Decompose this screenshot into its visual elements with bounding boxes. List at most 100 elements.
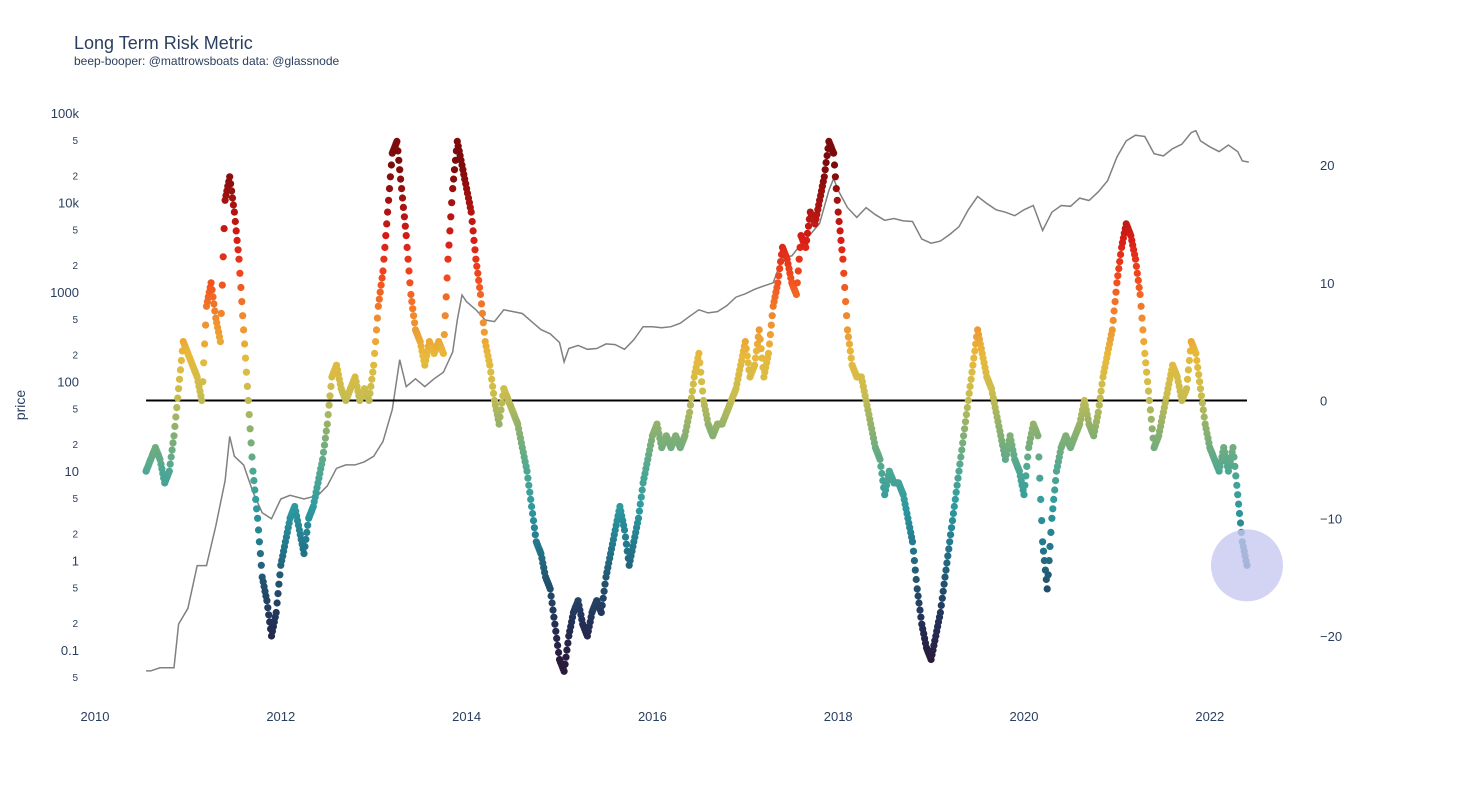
risk-point: [686, 408, 694, 416]
risk-point-interp: [804, 222, 813, 230]
y2-tick-label: 10: [1320, 276, 1334, 291]
risk-point: [370, 361, 378, 369]
y-minor-tick-label: 5: [72, 494, 78, 505]
risk-point: [393, 137, 401, 145]
plot-area: [142, 129, 1283, 675]
risk-point-interp: [489, 382, 497, 390]
risk-point-interp: [443, 274, 451, 282]
risk-point-interp: [697, 368, 705, 376]
risk-point-interp: [373, 314, 381, 322]
risk-point-interp: [441, 312, 449, 320]
risk-point: [1136, 290, 1144, 299]
risk-point-interp: [1195, 371, 1203, 379]
risk-points: [142, 137, 1251, 675]
risk-point-interp: [777, 258, 785, 266]
chart-subtitle: beep-booper: @mattrowsboats data: @glass…: [74, 54, 340, 68]
risk-point: [560, 667, 568, 675]
risk-point-interp: [947, 524, 956, 532]
risk-point: [240, 326, 248, 334]
risk-point-interp: [878, 469, 886, 478]
risk-point-interp: [324, 411, 332, 419]
risk-point-interp: [176, 366, 185, 374]
x-tick-label: 2022: [1195, 709, 1224, 724]
risk-point-interp: [498, 399, 506, 407]
risk-point: [1234, 491, 1242, 499]
risk-point-interp: [237, 283, 245, 292]
risk-point-interp: [229, 201, 237, 209]
risk-point: [950, 502, 958, 511]
risk-point: [235, 255, 243, 263]
y2-tick-label: 0: [1320, 394, 1327, 409]
risk-point-interp: [776, 265, 784, 273]
risk-point: [476, 290, 485, 299]
risk-point-interp: [835, 217, 843, 226]
risk-point: [439, 349, 447, 357]
risk-point-interp: [238, 298, 246, 306]
x-tick-label: 2010: [81, 709, 110, 724]
risk-point-interp: [246, 425, 254, 433]
risk-point-interp: [445, 241, 453, 249]
highlight-marker[interactable]: [1210, 529, 1283, 602]
risk-point-interp: [942, 566, 950, 574]
risk-point-interp: [553, 634, 561, 643]
risk-point: [365, 396, 373, 405]
risk-point: [165, 467, 173, 475]
risk-point: [384, 208, 392, 216]
risk-point-interp: [475, 276, 483, 284]
y-minor-tick-label: 2: [72, 440, 78, 451]
risk-point-interp: [830, 161, 839, 169]
risk-point-interp: [938, 594, 946, 602]
risk-point: [774, 279, 782, 287]
risk-point-interp: [1230, 453, 1238, 461]
risk-point-interp: [397, 175, 405, 183]
risk-point-interp: [939, 587, 947, 595]
risk-point-interp: [962, 411, 971, 419]
risk-point-interp: [555, 648, 563, 657]
risk-point-interp: [497, 406, 505, 414]
risk-point-interp: [845, 340, 854, 348]
risk-point-interp: [202, 321, 210, 329]
risk-point-interp: [406, 279, 414, 287]
risk-point-interp: [1036, 474, 1044, 482]
risk-point-interp: [171, 422, 179, 430]
y-minor-tick-label: 2: [72, 619, 78, 630]
risk-point-interp: [915, 599, 923, 607]
risk-point-interp: [1144, 378, 1152, 386]
risk-point-interp: [219, 253, 227, 261]
risk-point-interp: [1231, 462, 1239, 470]
risk-point: [249, 467, 257, 475]
risk-point-interp: [396, 166, 404, 174]
risk-point-interp: [563, 646, 571, 654]
risk-point-interp: [1047, 528, 1055, 537]
risk-point-interp: [476, 283, 484, 292]
risk-point-interp: [1183, 375, 1192, 383]
risk-point-interp: [386, 173, 394, 181]
risk-point-interp: [952, 488, 960, 496]
risk-point-interp: [1039, 547, 1048, 555]
risk-point-interp: [1199, 406, 1207, 414]
risk-point-interp: [621, 533, 630, 541]
y-minor-tick-label: 2: [72, 172, 78, 183]
risk-point-interp: [1046, 542, 1054, 551]
risk-point-interp: [380, 255, 388, 263]
risk-point-interp: [208, 286, 216, 294]
risk-point: [755, 326, 763, 334]
risk-point: [741, 338, 749, 346]
risk-point: [170, 432, 178, 440]
risk-point-interp: [686, 401, 695, 409]
risk-point-interp: [847, 354, 855, 362]
risk-point-interp: [228, 194, 237, 202]
risk-point: [695, 349, 703, 357]
chart-title: Long Term Risk Metric: [74, 33, 253, 53]
risk-point-interp: [381, 243, 389, 251]
risk-point-interp: [846, 347, 854, 355]
risk-point: [1192, 349, 1200, 357]
risk-point-interp: [227, 180, 235, 188]
risk-point: [379, 267, 387, 275]
risk-point-interp: [201, 340, 209, 348]
risk-point-interp: [911, 566, 919, 574]
risk-point: [300, 550, 308, 558]
risk-point: [1141, 349, 1149, 357]
y-minor-tick-label: 2: [72, 351, 78, 362]
